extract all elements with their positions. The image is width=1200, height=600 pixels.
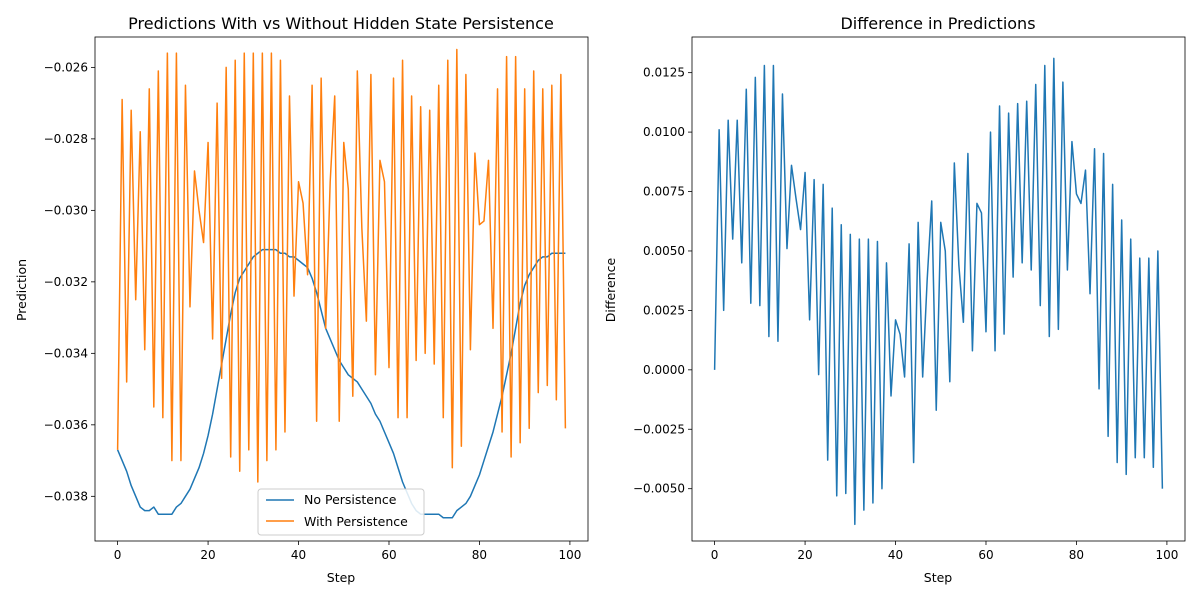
- series-line-0-no-persistence: [116, 248, 566, 519]
- series-line-1-0: [713, 57, 1164, 526]
- x-tick-label: 60: [978, 548, 993, 562]
- right-chart-title: Difference in Predictions: [840, 14, 1035, 33]
- left-chart-title: Predictions With vs Without Hidden State…: [128, 14, 554, 33]
- x-tick-label: 40: [888, 548, 903, 562]
- x-tick-label: 100: [1155, 548, 1178, 562]
- x-tick-label: 0: [711, 548, 719, 562]
- y-tick-label: −0.036: [44, 418, 88, 432]
- y-tick-label: −0.038: [44, 489, 88, 503]
- series-line-0-with-persistence: [116, 48, 567, 483]
- y-tick-label: −0.0025: [633, 422, 685, 436]
- y-tick-label: −0.032: [44, 275, 88, 289]
- x-tick-label: 100: [558, 548, 581, 562]
- y-tick-label: −0.030: [44, 203, 88, 217]
- x-tick-label: 0: [114, 548, 122, 562]
- right-chart-xlabel: Step: [924, 570, 953, 585]
- x-tick-label: 20: [200, 548, 215, 562]
- y-tick-label: 0.0050: [643, 244, 685, 258]
- y-tick-label: 0.0125: [643, 66, 685, 80]
- legend-label-no-persistence: No Persistence: [304, 492, 397, 507]
- left-chart-ylabel: Prediction: [14, 259, 29, 321]
- y-tick-label: 0.0000: [643, 363, 685, 377]
- y-tick-label: −0.026: [44, 60, 88, 74]
- legend-label-with-persistence: With Persistence: [304, 514, 408, 529]
- x-tick-label: 80: [1069, 548, 1084, 562]
- x-tick-label: 60: [381, 548, 396, 562]
- y-tick-label: 0.0025: [643, 303, 685, 317]
- y-tick-label: 0.0100: [643, 125, 685, 139]
- plot-frame-1: [691, 36, 1186, 542]
- legend-box: [257, 488, 425, 536]
- y-tick-label: −0.034: [44, 346, 88, 360]
- legend: No Persistence With Persistence: [257, 488, 425, 536]
- x-tick-label: 40: [291, 548, 306, 562]
- plot-frame-0: [94, 36, 589, 542]
- left-chart-panel: Predictions With vs Without Hidden State…: [14, 14, 589, 585]
- right-chart-ylabel: Difference: [603, 257, 618, 322]
- y-tick-label: −0.0050: [633, 482, 685, 496]
- x-tick-label: 80: [472, 548, 487, 562]
- x-tick-label: 20: [797, 548, 812, 562]
- y-tick-label: −0.028: [44, 132, 88, 146]
- right-chart-panel: Difference in Predictions Step Differenc…: [603, 14, 1186, 585]
- y-tick-label: 0.0075: [643, 185, 685, 199]
- left-chart-xlabel: Step: [327, 570, 356, 585]
